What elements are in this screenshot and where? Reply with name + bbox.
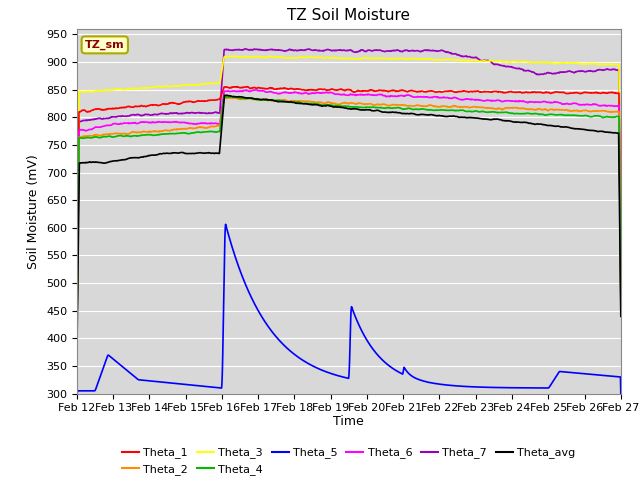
Theta_3 [617,268,625,274]
Y-axis label: Soil Moisture (mV): Soil Moisture (mV) [28,154,40,269]
Theta_2 [115,131,123,137]
Theta_avg [221,93,228,98]
Theta_5 [316,366,323,372]
Theta_1 [617,285,625,290]
Theta_avg [325,103,333,108]
Theta_3 [304,54,312,60]
Title: TZ Soil Moisture: TZ Soil Moisture [287,9,410,24]
X-axis label: Time: Time [333,415,364,428]
Theta_4 [115,133,123,139]
Theta_1 [316,86,323,92]
Theta_6 [383,94,390,99]
Theta_5 [73,391,81,396]
Theta_7 [325,47,333,53]
Theta_3 [383,56,390,61]
Theta_1 [137,103,145,108]
Theta_4 [137,132,145,138]
Theta_avg [383,109,390,115]
Theta_3 [226,53,234,59]
Theta_2 [228,95,236,100]
Theta_3 [115,86,123,92]
Theta_7 [316,48,323,53]
Theta_3 [137,85,145,91]
Theta_6 [617,292,625,298]
Theta_1 [304,87,312,93]
Theta_4 [316,101,323,107]
Theta_6 [304,91,312,96]
Theta_5 [115,361,123,367]
Theta_1 [243,84,251,90]
Theta_6 [250,87,258,93]
Line: Theta_4: Theta_4 [77,96,621,348]
Theta_avg [617,313,625,319]
Theta_2 [137,129,145,135]
Theta_2 [325,99,333,105]
Theta_6 [316,90,323,96]
Theta_6 [73,342,81,348]
Theta_1 [73,333,81,338]
Theta_4 [304,101,312,107]
Line: Theta_2: Theta_2 [77,97,621,348]
Theta_7 [304,46,312,52]
Theta_7 [617,271,625,276]
Theta_avg [73,358,81,364]
Theta_2 [316,99,323,105]
Text: TZ_sm: TZ_sm [85,40,125,50]
Theta_7 [137,113,145,119]
Line: Theta_3: Theta_3 [77,56,621,325]
Theta_7 [73,337,81,343]
Theta_7 [383,48,390,54]
Theta_2 [617,295,625,301]
Theta_1 [383,88,390,94]
Theta_3 [325,55,333,60]
Legend: Theta_1, Theta_2, Theta_3, Theta_4, Theta_5, Theta_6, Theta_7, Theta_avg: Theta_1, Theta_2, Theta_3, Theta_4, Thet… [118,443,580,479]
Theta_avg [115,157,123,163]
Theta_6 [115,121,123,127]
Line: Theta_7: Theta_7 [77,49,621,340]
Theta_4 [617,298,625,304]
Theta_6 [137,119,145,125]
Theta_1 [325,87,333,93]
Theta_2 [304,98,312,104]
Line: Theta_6: Theta_6 [77,90,621,345]
Theta_avg [137,154,145,160]
Theta_6 [325,90,333,96]
Theta_5 [617,391,625,396]
Theta_4 [325,102,333,108]
Theta_3 [316,54,323,60]
Theta_5 [325,370,333,376]
Theta_4 [73,346,81,351]
Theta_avg [316,103,323,108]
Theta_7 [115,113,123,119]
Theta_2 [383,102,390,108]
Theta_5 [221,221,229,227]
Line: Theta_1: Theta_1 [77,87,621,336]
Line: Theta_5: Theta_5 [77,224,621,394]
Theta_7 [241,46,249,52]
Theta_2 [73,345,81,351]
Theta_4 [383,105,390,110]
Theta_1 [115,105,123,111]
Theta_5 [383,361,390,367]
Theta_5 [304,360,312,366]
Theta_5 [137,377,145,383]
Line: Theta_avg: Theta_avg [77,96,621,361]
Theta_3 [73,323,81,328]
Theta_avg [304,101,312,107]
Theta_4 [220,94,228,99]
